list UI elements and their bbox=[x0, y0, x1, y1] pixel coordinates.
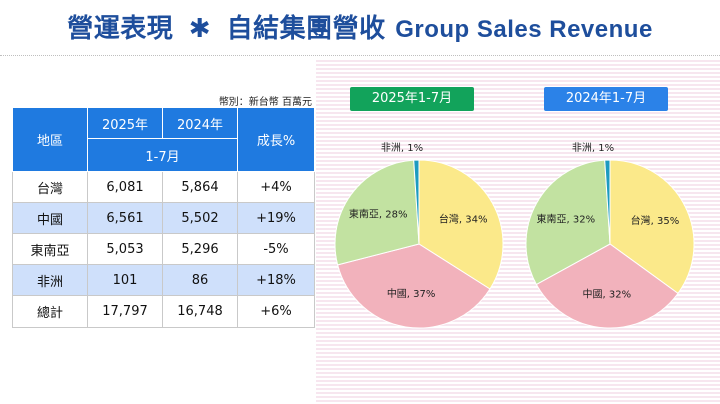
pie-chart-2025: 台灣, 34% 中國, 37% 東南亞, 28% 非洲, 1% bbox=[334, 142, 504, 329]
pie-slice-southeast-asia bbox=[334, 159, 420, 266]
cell-region: 非洲 bbox=[12, 264, 88, 296]
header-growth: 成長% bbox=[237, 107, 315, 172]
cell-region: 台灣 bbox=[12, 171, 88, 203]
pie-slice-africa bbox=[604, 159, 611, 245]
pie-label-africa: 非洲, 1% bbox=[572, 142, 614, 154]
cell-2025: 17,797 bbox=[87, 295, 163, 328]
cell-2024: 5,864 bbox=[162, 171, 238, 203]
header-region: 地區 bbox=[12, 107, 88, 172]
sales-table: 地區 2025年 2024年 成長% 1-7月 台灣 6,081 5,864 +… bbox=[12, 107, 315, 328]
table-row: 非洲 101 86 +18% bbox=[12, 264, 315, 296]
table-row: 中國 6,561 5,502 +19% bbox=[12, 202, 315, 234]
pie-slice-southeast-asia bbox=[525, 159, 611, 286]
pie-slice-china bbox=[535, 243, 679, 329]
cell-2025: 101 bbox=[87, 264, 163, 296]
header-2025: 2025年 bbox=[87, 107, 163, 139]
table-row-total: 總計 17,797 16,748 +6% bbox=[12, 295, 315, 328]
table-row: 台灣 6,081 5,864 +4% bbox=[12, 171, 315, 203]
pie-label-africa: 非洲, 1% bbox=[381, 142, 423, 154]
pie-label-southeast-asia: 東南亞, 28% bbox=[349, 207, 408, 220]
pie-slice-taiwan bbox=[609, 159, 695, 295]
pie-chart-2024: 台灣, 35% 中國, 32% 東南亞, 32% 非洲, 1% bbox=[525, 142, 695, 329]
cell-2025: 5,053 bbox=[87, 233, 163, 265]
cell-region: 東南亞 bbox=[12, 233, 88, 265]
cell-2024: 5,296 bbox=[162, 233, 238, 265]
pie-title-2024: 2024年1-7月 bbox=[544, 87, 668, 111]
title-en: Group Sales Revenue bbox=[395, 16, 653, 43]
cell-2024: 5,502 bbox=[162, 202, 238, 234]
pie-label-southeast-asia: 東南亞, 32% bbox=[537, 213, 596, 226]
divider bbox=[0, 55, 720, 56]
cell-region: 總計 bbox=[12, 295, 88, 328]
currency-note: 幣別：新台幣 百萬元 bbox=[218, 97, 312, 108]
cell-2025: 6,561 bbox=[87, 202, 163, 234]
page-title: 營運表現 ✱ 自結集團營收 Group Sales Revenue bbox=[0, 8, 720, 45]
pie-slice-china bbox=[337, 243, 491, 329]
cell-region: 中國 bbox=[12, 202, 88, 234]
pie-slice-africa bbox=[413, 159, 420, 245]
header-2024: 2024年 bbox=[162, 107, 238, 139]
cell-2025: 6,081 bbox=[87, 171, 163, 203]
cell-growth: +19% bbox=[237, 202, 315, 234]
header-period: 1-7月 bbox=[87, 138, 238, 172]
title-zh2: 自結集團營收 bbox=[226, 14, 386, 44]
pie-title-2025: 2025年1-7月 bbox=[350, 87, 474, 111]
cell-growth: +18% bbox=[237, 264, 315, 296]
cell-growth: +6% bbox=[237, 295, 315, 328]
pie-label-taiwan: 台灣, 35% bbox=[631, 214, 680, 227]
cell-2024: 86 bbox=[162, 264, 238, 296]
title-zh: 營運表現 bbox=[67, 14, 174, 44]
pie-label-china: 中國, 32% bbox=[583, 287, 632, 300]
cell-growth: -5% bbox=[237, 233, 315, 265]
star-icon: ✱ bbox=[188, 14, 212, 44]
cell-2024: 16,748 bbox=[162, 295, 238, 328]
cell-growth: +4% bbox=[237, 171, 315, 203]
table-row: 東南亞 5,053 5,296 -5% bbox=[12, 233, 315, 265]
pie-label-taiwan: 台灣, 34% bbox=[439, 213, 488, 226]
pie-label-china: 中國, 37% bbox=[387, 287, 436, 300]
